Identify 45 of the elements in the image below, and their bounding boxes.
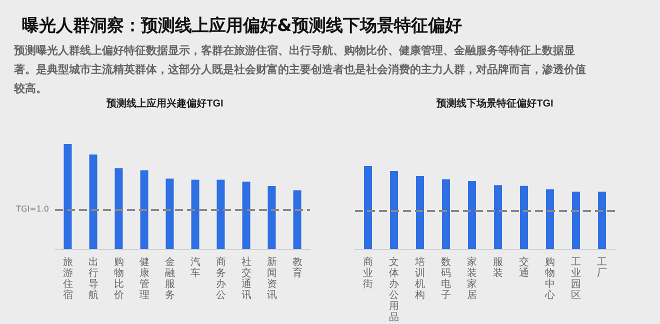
- bar: [140, 170, 148, 249]
- bar: [114, 168, 123, 249]
- bar: [442, 179, 450, 249]
- bar: [546, 189, 554, 249]
- bar: [166, 178, 174, 249]
- x-tick-label: 交通: [519, 256, 529, 279]
- bar: [416, 176, 424, 249]
- x-tick-label: 旅游住宿: [62, 256, 73, 301]
- x-tick-label: 购物比价: [112, 257, 124, 301]
- x-tick-label: 家装家居: [467, 256, 477, 301]
- chart-title: 预测线上应用兴趣偏好TGI: [106, 98, 224, 110]
- bar: [191, 180, 200, 249]
- bar: [598, 192, 606, 249]
- x-tick-label: 文体办公用品: [389, 256, 399, 323]
- bar: [520, 186, 528, 249]
- bar: [89, 154, 98, 249]
- x-tick-label: 教育: [292, 257, 302, 279]
- x-tick-label: 社交通讯: [241, 256, 252, 301]
- bar: [242, 182, 250, 249]
- x-tick-label: 服装: [493, 257, 503, 279]
- chart-title: 预测线下场景特征偏好TGI: [436, 98, 554, 110]
- x-tick-label: 商务办公: [216, 256, 226, 301]
- x-tick-label: 购物中心: [544, 257, 555, 301]
- bar: [390, 170, 398, 249]
- x-tick-label: 数码电子: [441, 257, 451, 301]
- text: 曝光人群洞察：预测线上应用偏好&预测线下场景特征偏好: [22, 15, 462, 37]
- bar: [216, 180, 225, 249]
- text: 预测曝光人群线上偏好特征数据显示，客群在旅游住宿、出行导航、购物比价、健康管理、金融服务等特征上数据显著。是典型城市主流精英群体，这部分人既是社会财富的主要创造者也是社会消费的主力人群，对品牌而言，渗透价值较高。: [14, 43, 587, 97]
- x-tick-label: 出行导航: [88, 256, 98, 301]
- x-tick-label: 商业街: [363, 256, 373, 290]
- bar: [468, 180, 476, 249]
- bar: [64, 144, 72, 249]
- x-tick-label: 工业园区: [571, 257, 581, 301]
- x-tick-label: 汽车: [190, 256, 200, 279]
- bar: [364, 166, 372, 249]
- x-tick-label: 新闻资讯: [266, 256, 277, 301]
- x-tick-label: 金融服务: [164, 256, 175, 301]
- text: TGI=1.0: [15, 204, 50, 214]
- bar: [293, 190, 302, 249]
- x-tick-label: 工厂: [597, 257, 607, 279]
- bar: [572, 192, 580, 249]
- x-tick-label: 健康管理: [139, 257, 150, 301]
- bar: [494, 185, 502, 249]
- bar: [268, 186, 276, 249]
- x-tick-label: 培训机构: [414, 256, 425, 301]
